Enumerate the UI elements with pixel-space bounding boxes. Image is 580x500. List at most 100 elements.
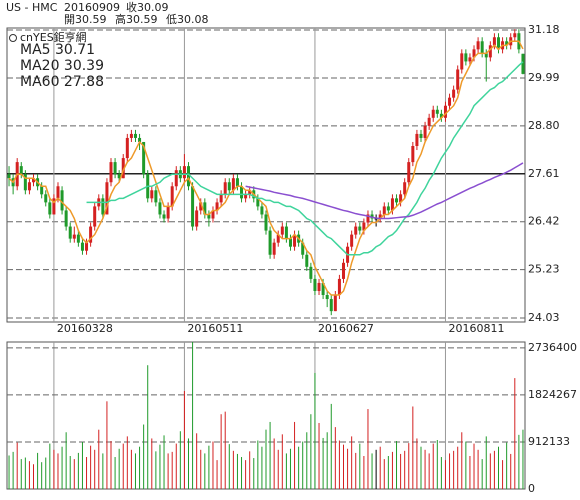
candle-body (40, 186, 44, 195)
candle-body (158, 202, 162, 215)
open-info: 開30.59 (64, 13, 107, 26)
candle-body (133, 133, 137, 138)
candle-body (439, 113, 443, 118)
candle-body (235, 178, 239, 187)
candle-body (288, 238, 292, 247)
plot: 24.03 25.23 26.42 27.61 28.80 29.99 31.18 20160… (7, 23, 577, 495)
candle-body (435, 109, 439, 114)
candle-body (195, 210, 199, 227)
candle-body (480, 41, 484, 54)
candle-body (117, 174, 121, 179)
candle-body (187, 166, 191, 187)
candle-body (488, 45, 492, 58)
candle-body (264, 214, 268, 231)
candle-body (64, 210, 68, 227)
candle-body (248, 190, 252, 195)
candle-body (350, 234, 354, 247)
y-tick-label: 26.42 (528, 215, 560, 228)
candle-body (211, 210, 215, 219)
y-tick-label: 27.61 (528, 167, 560, 180)
legend-entry: MA60 27.88 (20, 74, 104, 90)
legend-entry: MA5 30.71 (20, 42, 95, 58)
candle-body (386, 206, 390, 211)
candle-body (174, 170, 178, 187)
price-frame (6, 27, 526, 323)
candle-body (443, 105, 447, 118)
candle-body (227, 182, 231, 191)
x-tick-label: 20160811 (448, 322, 504, 335)
candle-body (415, 133, 419, 147)
candle-body (7, 174, 11, 179)
candle-body (484, 53, 488, 58)
candle-body (305, 254, 309, 267)
y-tick-label: 2736400 (528, 341, 577, 354)
candle-body (166, 206, 170, 219)
candle-body (333, 295, 337, 312)
candle-body (215, 202, 219, 211)
candle-body (472, 49, 476, 58)
candle-body (329, 299, 333, 312)
candle-body (382, 206, 386, 215)
candle-body (182, 166, 186, 179)
candle-body (496, 37, 500, 50)
candle-body (76, 234, 80, 243)
candle-body (48, 202, 52, 215)
candle-body (105, 182, 109, 215)
candle-body (513, 33, 517, 38)
candle-body (284, 226, 288, 239)
candle-body (448, 97, 452, 106)
candle-body (219, 194, 223, 203)
candle-body (452, 89, 456, 98)
candle-body (337, 278, 341, 296)
candle-body (390, 198, 394, 211)
candle-body (162, 214, 166, 219)
candle-body (431, 109, 435, 118)
symbol: US - HMC (6, 1, 58, 14)
candle-body (321, 282, 325, 296)
candle-body (191, 186, 195, 227)
y-tick-label: 25.23 (528, 263, 560, 276)
legend-entry: MA20 30.39 (20, 58, 104, 74)
candle-body (301, 242, 305, 255)
candle-body (492, 37, 496, 46)
candle-body (170, 186, 174, 207)
candle-body (44, 194, 48, 203)
candle-body (260, 206, 264, 215)
candle-body (464, 53, 468, 62)
candle-body (317, 282, 321, 291)
y-tick-label: 0 (528, 482, 535, 495)
candle-body (244, 194, 248, 199)
candle-body (407, 162, 411, 183)
date: 20160909 (64, 1, 120, 14)
candle-body (56, 186, 60, 199)
candle-body (411, 146, 415, 163)
candle-body (142, 141, 146, 175)
candle-body (395, 198, 399, 203)
x-tick-label: 20160511 (187, 322, 243, 335)
candle-body (203, 202, 207, 215)
candle-body (129, 133, 133, 138)
y-tick-label: 912133 (528, 435, 570, 448)
x-tick-label: 20160328 (57, 322, 113, 335)
candle-body (374, 218, 378, 220)
candle-body (456, 69, 460, 90)
candle-body (403, 182, 407, 195)
candle-body (23, 174, 27, 191)
candle-body (85, 242, 89, 251)
candle-body (150, 190, 154, 199)
candle-body (125, 137, 129, 159)
candle-body (378, 214, 382, 219)
candle-body (199, 202, 203, 211)
ma-line (86, 61, 524, 256)
y-tick-label: 24.03 (528, 311, 560, 324)
ma-line (8, 40, 524, 296)
candle-body (399, 194, 403, 203)
candle-body (280, 226, 284, 235)
candle-body (240, 186, 244, 199)
candle-body (423, 125, 427, 138)
candle-body (68, 226, 72, 239)
candle-body (60, 190, 64, 211)
candle-body (138, 137, 142, 142)
low-info: 低30.08 (166, 13, 209, 26)
